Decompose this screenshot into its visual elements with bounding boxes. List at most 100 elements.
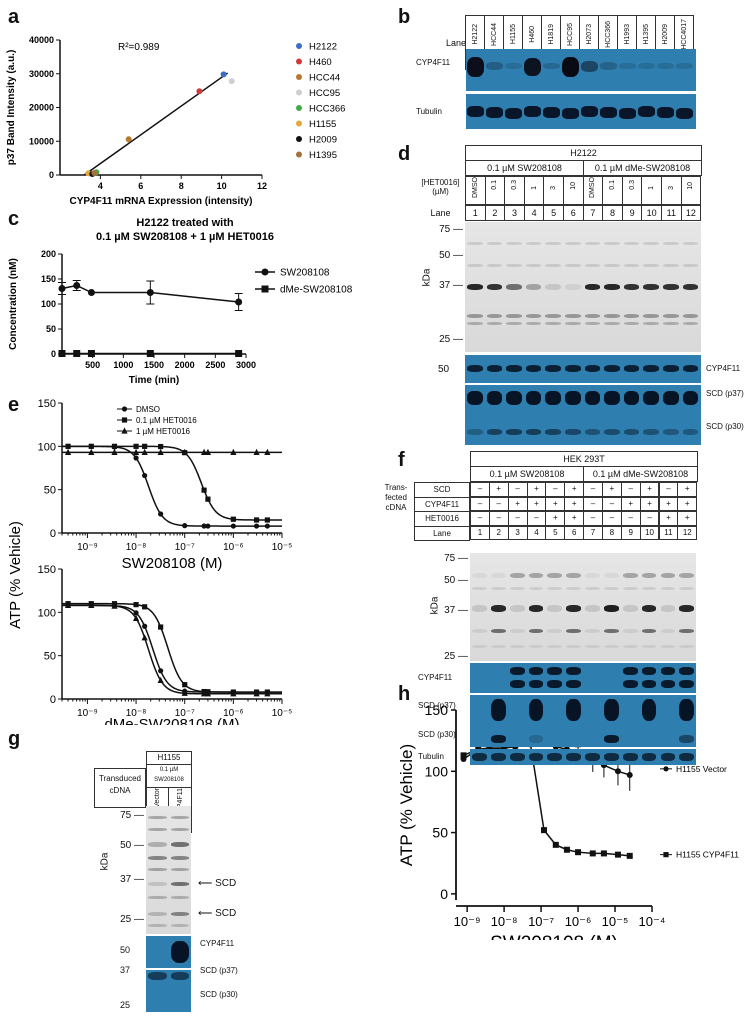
panel-f-cell: – bbox=[470, 511, 490, 526]
panel-b-cyp4f11-band bbox=[467, 57, 484, 77]
panel-f-tubulin-band bbox=[547, 753, 563, 761]
panel-e-top-point bbox=[182, 523, 188, 529]
panel-f-gel-band bbox=[641, 605, 657, 612]
panel-c-y-tick-label: 150 bbox=[41, 274, 56, 284]
panel-e-ylabel: ATP (% Vehicle) bbox=[7, 521, 24, 629]
panel-f-gel-band bbox=[622, 629, 638, 633]
panel-e-bottom-y-tick-label: 50 bbox=[44, 651, 56, 663]
panel-f-group-2: 0.1 µM dMe-SW208108 bbox=[583, 466, 698, 482]
panel-a-x-tick-label: 12 bbox=[257, 181, 267, 191]
panel-f-cell: 2 bbox=[488, 525, 509, 540]
panel-f-cell: + bbox=[601, 482, 622, 497]
panel-h-y-tick-label: 150 bbox=[425, 702, 449, 718]
panel-e-bottom-point bbox=[64, 601, 72, 609]
panel-f-scd-band bbox=[490, 699, 506, 721]
panel-f-cell: 8 bbox=[601, 525, 622, 540]
panel-d-cyp4f11-band bbox=[643, 365, 659, 372]
panel-d-gel-band bbox=[486, 264, 503, 267]
panel-e-bottom-fit-curve bbox=[61, 604, 282, 695]
panel-b-cyp4f11-band bbox=[543, 62, 560, 70]
panel-h-y-tick-label: 50 bbox=[432, 825, 448, 841]
panel-f-cell: 4 bbox=[526, 525, 547, 540]
panel-g-header: H1155 bbox=[146, 751, 192, 765]
panel-d-label-cyp4f11: CYP4F11 bbox=[706, 364, 741, 373]
panel-c-point bbox=[235, 350, 243, 357]
panel-f-cell: – bbox=[583, 496, 603, 511]
panel-f-cyp4f11-band bbox=[660, 680, 676, 688]
panel-d-scd-band bbox=[604, 391, 620, 405]
panel-f-tubulin-band bbox=[528, 753, 544, 761]
panel-e-top-point bbox=[142, 443, 148, 449]
panel-e-top-y-tick-label: 50 bbox=[44, 485, 56, 497]
panel-c-xlabel: Time (min) bbox=[129, 375, 179, 386]
panel-d-gel-band bbox=[682, 284, 699, 290]
panel-e-top-point bbox=[264, 448, 271, 455]
panel-f-cell: + bbox=[658, 511, 679, 526]
panel-g-treatment: 0.1 µM SW208108 bbox=[146, 764, 192, 788]
panel-f-gel-band bbox=[490, 587, 506, 590]
panel-a-legend-label: H2009 bbox=[309, 135, 337, 146]
panel-a-legend-marker bbox=[296, 89, 302, 96]
panel-d-blot-marker-50: 50 bbox=[438, 364, 450, 375]
panel-f-cell: – bbox=[601, 511, 622, 526]
panel-g-scd-band bbox=[148, 972, 167, 980]
panel-h-ylabel: ATP (% Vehicle) bbox=[397, 744, 416, 866]
panel-c-y-tick-label: 200 bbox=[41, 249, 56, 259]
panel-f-scd-band bbox=[603, 699, 619, 721]
panel-b-tubulin-band bbox=[638, 106, 655, 117]
panel-d-scd-band bbox=[663, 429, 679, 435]
panel-h-x-tick-label: 10⁻⁷ bbox=[528, 914, 554, 929]
panel-d-dose-cell: 1 bbox=[641, 176, 662, 205]
panel-g-gel-band bbox=[170, 924, 189, 927]
panel-c-title-line2: 0.1 µM SW208108 + 1 µM HET0016 bbox=[96, 231, 274, 243]
panel-d-scd-band bbox=[506, 429, 522, 435]
panel-c-x-tick-label: 2500 bbox=[205, 360, 225, 370]
panel-f-scd-band bbox=[490, 735, 506, 743]
panel-h-legend-marker bbox=[663, 766, 669, 772]
panel-e-top-point bbox=[88, 448, 95, 455]
panel-c-title-line1: H2122 treated with bbox=[136, 217, 233, 229]
panel-d-gel-band bbox=[663, 314, 679, 318]
panel-h-y-tick-label: 0 bbox=[440, 886, 448, 902]
panel-f-cell: – bbox=[583, 511, 603, 526]
panel-b-tubulin-band bbox=[581, 106, 598, 117]
panel-d-gel-band bbox=[525, 314, 542, 318]
panel-e-top-point bbox=[230, 523, 236, 529]
panel-b-cyp4f11-band bbox=[505, 63, 522, 69]
panel-f-cell: 10 bbox=[639, 525, 660, 540]
panel-b-cell-line-label: HCC95 bbox=[566, 22, 574, 46]
panel-e-bottom-point bbox=[253, 690, 260, 697]
panel-e-top-point bbox=[158, 511, 164, 517]
panel-e-top-point bbox=[205, 523, 211, 529]
panel-b-cell-line-label: HCC44 bbox=[490, 22, 498, 46]
panel-d-dose-label: 0.1 bbox=[491, 180, 499, 190]
panel-d-scd-band bbox=[682, 391, 699, 405]
panel-d-gel-band bbox=[467, 242, 483, 245]
panel-d-gel-band bbox=[486, 242, 503, 245]
panel-f-gel-band bbox=[547, 605, 563, 612]
panel-g-arrow-1-label: SCD bbox=[215, 878, 237, 889]
panel-d-gel-band bbox=[682, 322, 699, 325]
panel-g-gel-band bbox=[170, 912, 189, 916]
panel-h-legend-label: H1155 CYP4F11 bbox=[676, 850, 739, 860]
panel-f-tubulin-band bbox=[566, 753, 582, 761]
panel-a-x-tick-label: 4 bbox=[98, 181, 103, 191]
panel-a-ylabel: p37 Band Intensity (a.u.) bbox=[6, 50, 17, 166]
panel-f-cyp4f11-band bbox=[547, 667, 563, 675]
panel-f-gel-band bbox=[603, 573, 619, 578]
panel-f-cyp4f11-band bbox=[509, 667, 525, 675]
panel-d-gel-band bbox=[525, 264, 542, 267]
panel-a-legend-label: H1395 bbox=[309, 150, 337, 161]
panel-f-marker-50: 50 — bbox=[444, 575, 468, 586]
panel-g-blot-marker-25: 25 bbox=[120, 1000, 131, 1010]
panel-f-gel-band bbox=[622, 605, 638, 612]
panel-d-dose-label: DMSO bbox=[589, 177, 597, 198]
panel-a-legend-marker bbox=[296, 74, 302, 80]
panel-a-legend-label: H2122 bbox=[309, 42, 337, 53]
panel-b-cyp4f11-band bbox=[619, 63, 636, 69]
panel-d-gel-band bbox=[604, 314, 620, 318]
panel-e-bottom-point bbox=[181, 689, 188, 696]
panel-d-gel-band bbox=[467, 322, 483, 325]
panel-g-label-scd-p30: SCD (p30) bbox=[200, 990, 238, 999]
panel-b-cyp4f11-band bbox=[562, 57, 579, 77]
